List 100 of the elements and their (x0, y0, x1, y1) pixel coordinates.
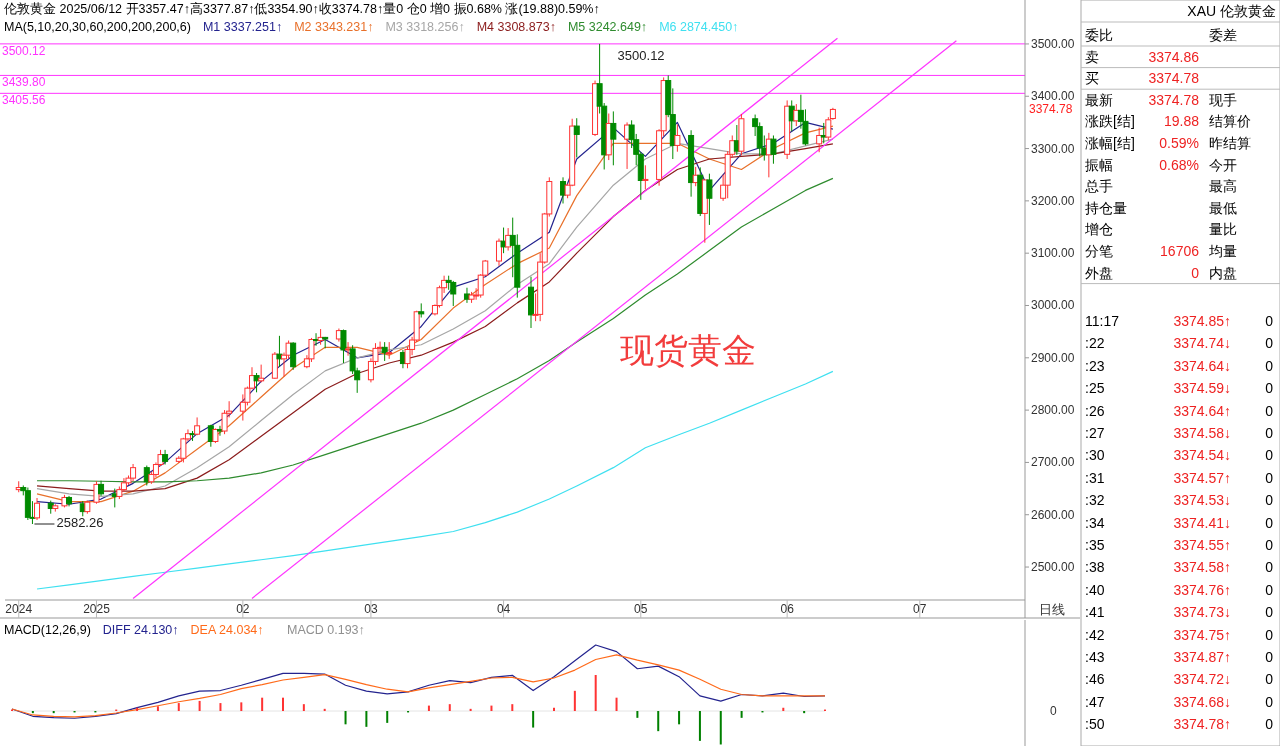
ref-line-label: 3500.12 (2, 43, 46, 58)
y-tick-label: 3500.00 (1031, 36, 1075, 51)
text: 涨幅[结] (1085, 135, 1135, 151)
text: :27 (1085, 425, 1105, 441)
text: 0 (1265, 335, 1273, 352)
text: :40 (1085, 581, 1105, 598)
text: :42 (1085, 626, 1105, 643)
text: M3 3318.256↑ (385, 20, 465, 34)
text: 3374.55↑ (1173, 537, 1231, 553)
line-series (36, 370, 834, 590)
bar (427, 705, 430, 711)
bar (448, 704, 451, 711)
text: 均量 (1209, 243, 1237, 259)
text: :43 (1085, 649, 1105, 665)
text: 3374.86 (1148, 48, 1199, 65)
text: 内盘 (1209, 264, 1237, 281)
candlestick (253, 372, 260, 393)
annotation: 2582.26 (56, 515, 104, 531)
text: 3374.68↓ (1173, 693, 1231, 710)
text: 0 (1265, 671, 1273, 688)
legend-title: MA(5,10,20,30,60,200,200,200,6) (4, 20, 191, 34)
bar (615, 697, 618, 711)
ref-line-label: 3439.80 (2, 75, 46, 90)
y-tick-label: 2900.00 (1031, 350, 1075, 365)
text: 3374.64↓ (1173, 357, 1231, 374)
text: M2 3343.231↑ (294, 20, 374, 34)
bar (261, 697, 264, 711)
annotation: 现货黄金 (620, 331, 756, 369)
bar (573, 690, 576, 711)
candlestick (450, 280, 457, 307)
candlestick (495, 238, 502, 267)
text: M6 2874.450↑ (659, 20, 739, 34)
candlestick (770, 134, 777, 165)
bar (219, 703, 222, 711)
bar (344, 711, 347, 725)
text: 0 (1265, 357, 1273, 374)
candlestick (276, 335, 283, 368)
text: M4 3308.873↑ (476, 20, 556, 34)
bar (282, 697, 284, 711)
text: 外盘 (1085, 264, 1113, 281)
text: 0 (1265, 604, 1273, 621)
annotation: 伦敦黄金 2025/06/12 开3357.47↑高3377.87↑低3354.90↑收3374.78↑量0 仓0 增0 振0.68% 涨(19.88)0.59%↑ (4, 1, 600, 16)
y-tick-label: 3200.00 (1031, 193, 1075, 208)
text: 分笔 (1085, 243, 1113, 259)
text: DEA 24.034↑ (190, 623, 264, 637)
text: :50 (1085, 716, 1105, 733)
text: 3374.59↓ (1173, 380, 1231, 397)
y-tick-label: 3000.00 (1031, 298, 1075, 313)
text: 0 (1265, 313, 1273, 329)
text: MACD 0.193↑ (287, 623, 365, 637)
candlestick (706, 173, 713, 226)
bar (365, 711, 368, 727)
text: 3374.76↑ (1173, 581, 1231, 598)
text: :26 (1085, 402, 1105, 419)
text: :22 (1085, 335, 1105, 352)
bar (198, 700, 201, 711)
text: 增仓 (1085, 221, 1113, 238)
text: 3374.73↓ (1173, 604, 1231, 621)
text: M1 3337.251↑ (202, 20, 283, 34)
text: 0 (1265, 380, 1273, 397)
bar (553, 707, 555, 711)
text: 最低 (1209, 199, 1237, 216)
text: 3374.57↑ (1173, 469, 1231, 486)
text: :23 (1085, 357, 1105, 374)
text: 量比 (1209, 221, 1237, 238)
x-tick-label: 2025 (83, 602, 111, 616)
bar (782, 707, 785, 711)
text: 0.68% (1159, 156, 1199, 173)
bar (386, 711, 389, 723)
text: 最高 (1209, 178, 1237, 195)
text: 委差 (1209, 27, 1237, 43)
text: 持仓量 (1085, 199, 1127, 216)
x-tick-label: 02 (236, 602, 250, 616)
text: :46 (1085, 671, 1105, 688)
candlestick (573, 117, 580, 158)
text: :35 (1085, 537, 1105, 553)
text: 0.59% (1159, 135, 1199, 151)
x-tick-label: 06 (780, 602, 795, 616)
text: :31 (1085, 469, 1105, 486)
candlestick (34, 497, 41, 521)
text: 0 (1265, 425, 1273, 441)
bar (31, 711, 34, 714)
text: 0 (1050, 704, 1057, 718)
bar (698, 711, 701, 741)
bar (657, 711, 660, 732)
text: 0 (1265, 626, 1273, 643)
text: 3374.87↑ (1173, 649, 1231, 665)
annotation: 3500.12 (617, 47, 665, 63)
text: 0 (1265, 693, 1273, 710)
text: 委比 (1085, 27, 1113, 43)
candlestick (345, 341, 352, 357)
text: 3374.58↓ (1173, 425, 1231, 441)
text: 总手 (1085, 178, 1113, 195)
text: 11:17 (1085, 313, 1119, 329)
bar (469, 708, 472, 711)
bar (156, 706, 159, 711)
text: 0 (1265, 649, 1273, 665)
text: 3374.41↓ (1173, 514, 1231, 531)
candlestick (642, 164, 649, 190)
text: 19.88 (1163, 113, 1199, 130)
